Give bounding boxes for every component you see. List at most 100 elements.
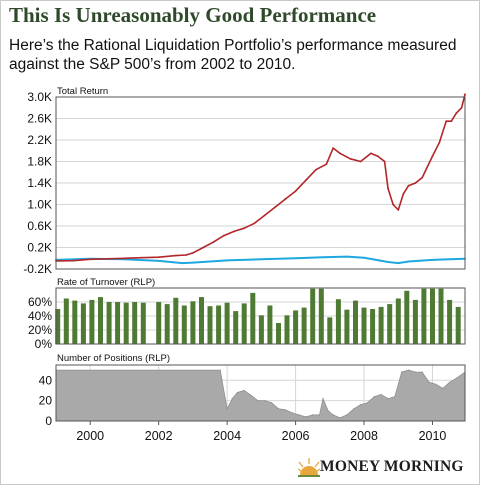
turnover-bar [438, 288, 444, 344]
positions-data-point [231, 398, 233, 400]
rlp-data-point [89, 258, 92, 261]
positions-data-point [360, 404, 362, 406]
positions-data-point [455, 377, 457, 379]
positions-data-point [226, 408, 228, 410]
rlp-data-point [243, 227, 246, 230]
return-ytick-label: 0.6K [27, 219, 52, 233]
rlp-data-point [370, 152, 372, 155]
turnover-bar [216, 305, 222, 344]
turnover-bar [80, 303, 86, 344]
positions-data-point [401, 371, 403, 373]
rlp-data-point [304, 179, 307, 182]
positions-data-point [366, 402, 369, 404]
positions-data-point [284, 409, 286, 411]
sun-icon [298, 458, 321, 477]
sp500-data-point [407, 260, 410, 263]
sp500-data-point [322, 256, 324, 259]
sp500-data-point [192, 261, 194, 264]
x-tick-label: 2004 [213, 429, 241, 443]
rlp-data-point [157, 256, 160, 259]
x-tick-label: 2006 [282, 429, 310, 443]
rlp-data-point [407, 184, 410, 187]
rlp-data-point [402, 192, 405, 195]
x-tick-label: 2000 [76, 429, 104, 443]
rlp-data-point [284, 198, 287, 201]
positions-data-point [414, 371, 416, 373]
turnover-bar [156, 302, 162, 344]
turnover-bar [421, 288, 427, 344]
positions-data-point [332, 414, 334, 416]
turnover-bar [335, 299, 341, 344]
turnover-bar [447, 299, 453, 344]
positions-data-point [264, 400, 266, 402]
positions-title: Number of Positions (RLP) [57, 353, 170, 364]
positions-data-point [243, 389, 245, 392]
positions-data-point [221, 379, 223, 381]
turnover-bar [293, 310, 299, 344]
turnover-bar [181, 305, 187, 344]
x-tick-label: 2002 [145, 429, 173, 443]
turnover-bar [173, 297, 179, 344]
rlp-data-point [387, 187, 389, 190]
turnover-bar [250, 292, 256, 344]
rlp-data-point [174, 254, 177, 257]
turnover-bar [370, 309, 376, 344]
rlp-data-point [294, 190, 297, 193]
return-ytick-label: 2.6K [27, 112, 52, 126]
brand-name: MONEY MORNING [320, 458, 464, 475]
rlp-data-point [263, 214, 266, 217]
rlp-data-point [383, 160, 386, 163]
turnover-bar [132, 302, 138, 344]
positions-data-point [277, 408, 280, 410]
turnover-bar [412, 299, 418, 344]
x-tick-label: 2008 [350, 429, 378, 443]
turnover-ytick-label: 20% [28, 323, 52, 337]
rlp-data-point [460, 106, 463, 109]
rlp-data-point [192, 252, 194, 254]
positions-ytick-label: 20 [39, 394, 53, 408]
positions-data-point [449, 381, 451, 383]
positions-data-point [339, 417, 341, 419]
sp500-data-point [431, 259, 434, 261]
positions-data-point [373, 396, 375, 398]
turnover-plot-frame [55, 287, 466, 345]
rlp-data-point [431, 155, 434, 158]
rlp-data-point [123, 257, 126, 260]
positions-plot-frame [55, 364, 466, 422]
turnover-bar [387, 304, 393, 344]
turnover-panel: Rate of Turnover (RLP) 0%20%40%60% [28, 277, 466, 351]
positions-data-point [407, 369, 410, 371]
turnover-bar [344, 309, 350, 344]
total-return-plot-frame [55, 96, 466, 270]
turnover-bar [72, 300, 78, 344]
return-ytick-label: 0.2K [27, 241, 52, 255]
sp500-data-point [387, 261, 389, 263]
positions-data-point [271, 402, 273, 404]
turnover-bar [98, 297, 103, 344]
rlp-data-point [315, 168, 317, 171]
positions-panel: Number of Positions (RLP) 0 20 40 2000 2002… [39, 353, 466, 443]
positions-ytick-label: 40 [39, 373, 53, 387]
turnover-bar [395, 298, 401, 344]
rlp-data-point [464, 93, 466, 96]
turnover-bar [455, 306, 461, 344]
positions-data-point [236, 391, 238, 394]
turnover-bar [199, 297, 204, 344]
rlp-data-point [339, 152, 341, 155]
turnover-bar [224, 302, 230, 344]
positions-data-point [312, 414, 314, 416]
rlp-data-point [349, 157, 352, 160]
positions-data-point [298, 414, 300, 416]
rlp-data-point [445, 120, 448, 123]
positions-data-point [394, 396, 396, 398]
turnover-bar [276, 323, 281, 344]
positions-data-point [442, 387, 444, 389]
rlp-data-point [233, 230, 235, 233]
turnover-bar [327, 317, 333, 344]
return-ytick-label: 2.2K [27, 133, 52, 147]
turnover-bar [241, 303, 247, 344]
rlp-data-point [376, 155, 379, 158]
turnover-ytick-label: 40% [28, 309, 52, 323]
rlp-data-point [222, 234, 225, 237]
